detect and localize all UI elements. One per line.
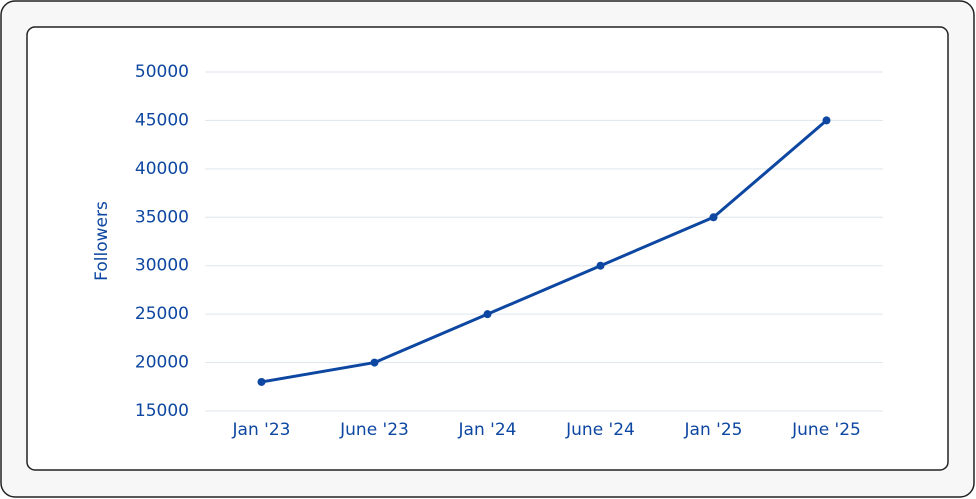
point [709,213,718,222]
y-tick-label: 25000 [135,304,189,324]
y-axis-label: Followers [92,201,112,281]
point [483,310,492,319]
x-tick-label: Jan '25 [684,420,743,440]
point [596,261,605,270]
x-tick-label: Jan '24 [458,420,517,440]
y-tick-label: 35000 [135,207,189,227]
line [261,119,828,384]
x-tick-label: June '24 [565,420,635,440]
chart-card [26,26,949,471]
x-tick-label: June '25 [791,420,861,440]
y-tick-label: 15000 [135,401,189,421]
x-tick-label: June '23 [339,420,409,440]
y-tick-label: 40000 [135,159,189,179]
y-tick-label: 30000 [135,256,189,276]
point [257,377,266,386]
y-tick-label: 20000 [135,353,189,373]
point [370,358,379,367]
y-tick-label: 45000 [135,110,189,130]
y-tick-label: 50000 [135,62,189,82]
point [822,116,831,125]
x-tick-label: Jan '23 [232,420,291,440]
